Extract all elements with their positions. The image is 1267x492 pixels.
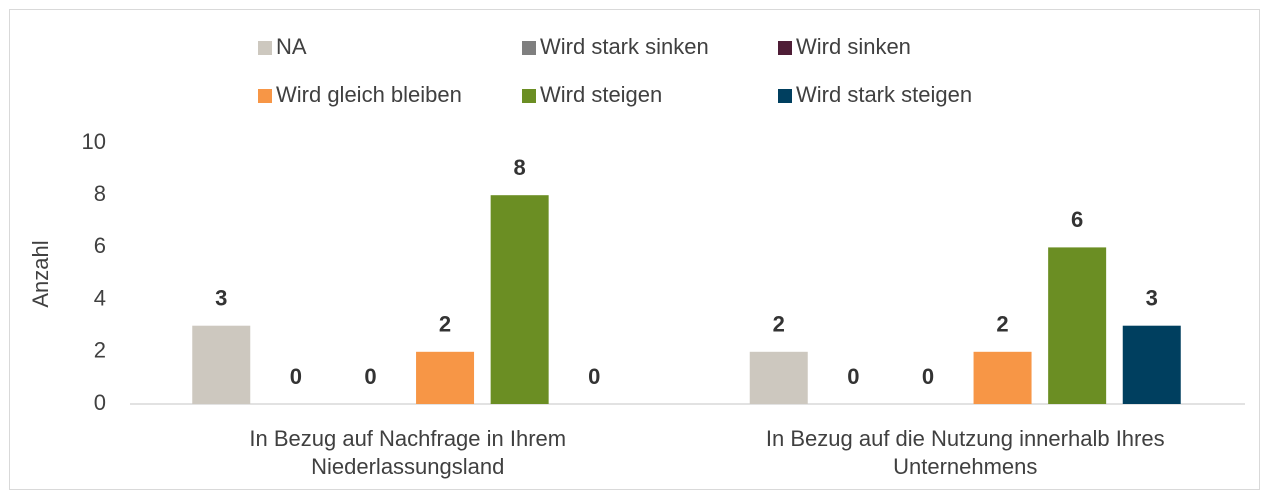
legend-swatch bbox=[258, 89, 272, 103]
y-tick-label: 8 bbox=[94, 181, 106, 206]
legend-swatch bbox=[258, 41, 272, 55]
data-label: 0 bbox=[922, 364, 934, 389]
y-axis-label: Anzahl bbox=[28, 240, 53, 307]
data-label: 2 bbox=[996, 312, 1008, 337]
legend-label: NA bbox=[276, 34, 307, 59]
bar bbox=[1048, 247, 1107, 404]
data-label: 3 bbox=[1146, 286, 1158, 311]
y-tick-label: 10 bbox=[82, 129, 106, 154]
data-label: 3 bbox=[215, 286, 227, 311]
bar bbox=[973, 351, 1032, 404]
legend-label: Wird gleich bleiben bbox=[276, 82, 462, 107]
data-label: 0 bbox=[364, 364, 376, 389]
y-tick-label: 2 bbox=[94, 338, 106, 363]
legend-swatch bbox=[522, 41, 536, 55]
x-tick-label: Unternehmens bbox=[893, 454, 1037, 479]
y-tick-label: 0 bbox=[94, 390, 106, 415]
legend-swatch bbox=[778, 41, 792, 55]
data-label: 2 bbox=[439, 312, 451, 337]
data-label: 8 bbox=[514, 155, 526, 180]
x-tick-label: In Bezug auf die Nutzung innerhalb Ihres bbox=[766, 426, 1165, 451]
bar bbox=[1122, 325, 1181, 404]
x-tick-label: In Bezug auf Nachfrage in Ihrem bbox=[249, 426, 566, 451]
data-label: 0 bbox=[847, 364, 859, 389]
legend-label: Wird stark steigen bbox=[796, 82, 972, 107]
data-label: 0 bbox=[290, 364, 302, 389]
bar bbox=[192, 325, 251, 404]
data-label: 2 bbox=[773, 312, 785, 337]
x-tick-label: Niederlassungsland bbox=[311, 454, 504, 479]
legend-label: Wird sinken bbox=[796, 34, 911, 59]
bar bbox=[416, 351, 475, 404]
legend-swatch bbox=[778, 89, 792, 103]
legend-label: Wird stark sinken bbox=[540, 34, 709, 59]
legend-label: Wird steigen bbox=[540, 82, 662, 107]
y-tick-label: 6 bbox=[94, 233, 106, 258]
bar bbox=[490, 195, 549, 404]
data-label: 6 bbox=[1071, 207, 1083, 232]
bar bbox=[749, 351, 808, 404]
y-tick-label: 4 bbox=[94, 285, 106, 310]
data-label: 0 bbox=[588, 364, 600, 389]
legend-swatch bbox=[522, 89, 536, 103]
